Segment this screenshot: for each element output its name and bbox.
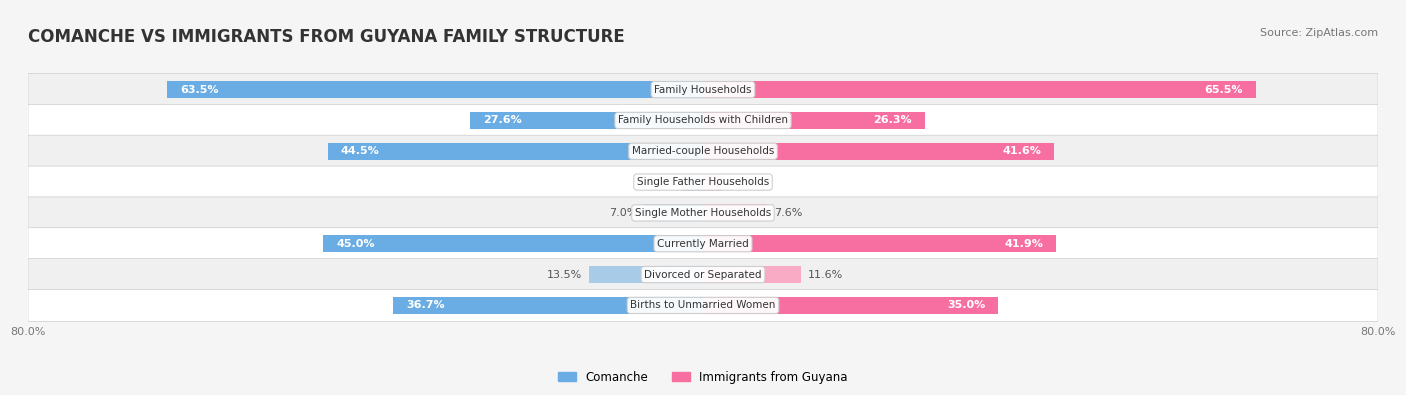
Text: 2.5%: 2.5% bbox=[647, 177, 675, 187]
Text: Single Mother Households: Single Mother Households bbox=[636, 208, 770, 218]
Bar bbox=[703, 143, 1054, 160]
Text: Births to Unmarried Women: Births to Unmarried Women bbox=[630, 301, 776, 310]
Bar bbox=[323, 235, 703, 252]
Bar bbox=[589, 266, 703, 283]
Text: 63.5%: 63.5% bbox=[180, 85, 218, 94]
FancyBboxPatch shape bbox=[28, 104, 1378, 136]
Bar bbox=[167, 81, 703, 98]
Text: 11.6%: 11.6% bbox=[807, 269, 842, 280]
FancyBboxPatch shape bbox=[28, 228, 1378, 260]
Text: 13.5%: 13.5% bbox=[547, 269, 582, 280]
FancyBboxPatch shape bbox=[28, 197, 1378, 229]
Bar bbox=[328, 143, 703, 160]
FancyBboxPatch shape bbox=[28, 135, 1378, 167]
Bar bbox=[703, 112, 925, 129]
Bar bbox=[703, 297, 998, 314]
FancyBboxPatch shape bbox=[28, 166, 1378, 198]
Text: 35.0%: 35.0% bbox=[948, 301, 986, 310]
Text: 45.0%: 45.0% bbox=[336, 239, 374, 249]
Text: 36.7%: 36.7% bbox=[406, 301, 444, 310]
Text: 41.9%: 41.9% bbox=[1005, 239, 1043, 249]
Bar bbox=[703, 266, 801, 283]
Bar bbox=[703, 174, 721, 190]
Text: 27.6%: 27.6% bbox=[482, 115, 522, 126]
Bar bbox=[682, 174, 703, 190]
Bar bbox=[644, 205, 703, 221]
Text: 41.6%: 41.6% bbox=[1002, 146, 1042, 156]
Legend: Comanche, Immigrants from Guyana: Comanche, Immigrants from Guyana bbox=[554, 366, 852, 389]
Text: 2.1%: 2.1% bbox=[727, 177, 756, 187]
FancyBboxPatch shape bbox=[28, 73, 1378, 105]
FancyBboxPatch shape bbox=[28, 290, 1378, 322]
Bar bbox=[394, 297, 703, 314]
Text: Divorced or Separated: Divorced or Separated bbox=[644, 269, 762, 280]
Text: Married-couple Households: Married-couple Households bbox=[631, 146, 775, 156]
Text: 26.3%: 26.3% bbox=[873, 115, 912, 126]
Text: 65.5%: 65.5% bbox=[1205, 85, 1243, 94]
Bar bbox=[470, 112, 703, 129]
Text: COMANCHE VS IMMIGRANTS FROM GUYANA FAMILY STRUCTURE: COMANCHE VS IMMIGRANTS FROM GUYANA FAMIL… bbox=[28, 28, 624, 46]
Text: 44.5%: 44.5% bbox=[340, 146, 380, 156]
Text: Family Households: Family Households bbox=[654, 85, 752, 94]
FancyBboxPatch shape bbox=[28, 259, 1378, 291]
Bar bbox=[703, 81, 1256, 98]
Text: Currently Married: Currently Married bbox=[657, 239, 749, 249]
Text: 7.0%: 7.0% bbox=[609, 208, 637, 218]
Bar bbox=[703, 205, 768, 221]
Text: Single Father Households: Single Father Households bbox=[637, 177, 769, 187]
Text: Source: ZipAtlas.com: Source: ZipAtlas.com bbox=[1260, 28, 1378, 38]
Text: Family Households with Children: Family Households with Children bbox=[619, 115, 787, 126]
Bar bbox=[703, 235, 1056, 252]
Text: 7.6%: 7.6% bbox=[773, 208, 803, 218]
